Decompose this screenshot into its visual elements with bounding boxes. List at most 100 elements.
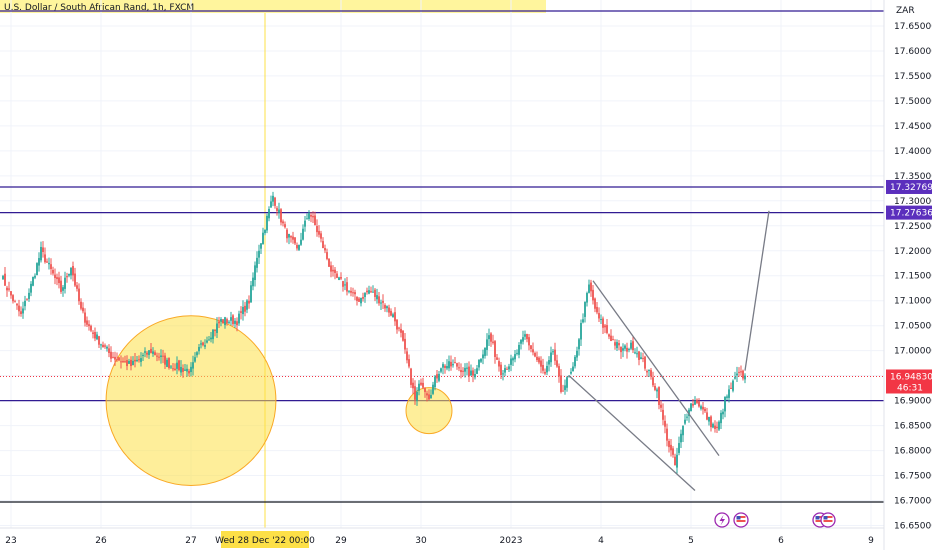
- candle-body: [290, 236, 292, 238]
- candle-body: [36, 263, 38, 276]
- candle-body: [340, 277, 342, 279]
- candle-body: [492, 341, 494, 343]
- candle-body: [728, 389, 730, 398]
- candle-body: [670, 444, 672, 451]
- candle-body: [310, 214, 312, 217]
- candle-body: [118, 357, 120, 361]
- candle-body: [332, 269, 334, 272]
- candle-body: [260, 243, 262, 249]
- candle-body: [382, 300, 384, 303]
- candle-body: [262, 232, 264, 245]
- candle-body: [396, 319, 398, 330]
- candle-body: [226, 319, 228, 324]
- candle-body: [442, 364, 444, 368]
- candle-body: [112, 356, 114, 358]
- candle-body: [172, 368, 174, 370]
- candle-body: [720, 412, 722, 424]
- candle-body: [364, 292, 366, 297]
- candle-body: [532, 349, 534, 353]
- candle-body: [210, 337, 212, 340]
- candle-body: [130, 359, 132, 367]
- candle-body: [338, 277, 340, 280]
- candle-body: [424, 388, 426, 392]
- candle-body: [162, 355, 164, 357]
- x-tick-label: 27: [185, 536, 196, 546]
- candle-body: [422, 382, 424, 388]
- candle-body: [450, 361, 452, 367]
- candle-body: [164, 355, 166, 365]
- y-tick-label: 16.80000: [894, 447, 932, 457]
- candle-body: [244, 305, 246, 312]
- candle-body: [714, 425, 716, 429]
- candle-body: [506, 368, 508, 370]
- candle-body: [242, 306, 244, 315]
- candle-body: [702, 406, 704, 410]
- candle-body: [330, 265, 332, 272]
- y-tick-label: 16.75000: [894, 472, 932, 482]
- candle-body: [678, 443, 680, 453]
- candle-body: [708, 416, 710, 422]
- level-price-tag: [886, 179, 932, 194]
- candle-body: [312, 215, 314, 218]
- candle-body: [402, 330, 404, 341]
- candle-body: [416, 391, 418, 401]
- flag-stripe: [815, 520, 825, 522]
- candle-body: [420, 382, 422, 385]
- candle-body: [200, 343, 202, 345]
- candle-body: [270, 201, 272, 208]
- trendline: [592, 280, 720, 456]
- candle-body: [418, 383, 420, 391]
- candle-body: [390, 310, 392, 316]
- candle-body: [704, 408, 706, 412]
- candle-body: [538, 357, 540, 363]
- x-tick-label: 23: [5, 536, 16, 546]
- candle-body: [536, 356, 538, 361]
- candle-body: [204, 345, 206, 347]
- candle-body: [502, 373, 504, 375]
- candle-body: [634, 352, 636, 354]
- candle-body: [6, 287, 8, 291]
- candles: [2, 191, 746, 474]
- crosshair-date-tag: [221, 531, 309, 548]
- y-tick-label: 17.65000: [894, 22, 932, 32]
- candle-body: [286, 229, 288, 239]
- candle-body: [256, 257, 258, 268]
- candle-body: [374, 289, 376, 297]
- candle-body: [378, 296, 380, 304]
- candle-body: [612, 339, 614, 341]
- candle-body: [108, 348, 110, 354]
- candle-body: [386, 306, 388, 309]
- candle-body: [252, 277, 254, 287]
- candle-body: [706, 412, 708, 420]
- candle-body: [132, 360, 134, 366]
- candle-body: [514, 354, 516, 360]
- lightning-glyph: [719, 515, 725, 526]
- candle-body: [554, 349, 556, 361]
- candle-body: [574, 356, 576, 367]
- candle-body: [20, 311, 22, 315]
- candle-body: [234, 320, 236, 324]
- flag-canton: [815, 516, 820, 520]
- candle-body: [458, 367, 460, 369]
- candle-body: [572, 366, 574, 372]
- candle-body: [62, 287, 64, 291]
- y-tick-label: 17.55000: [894, 72, 932, 82]
- candle-body: [98, 336, 100, 345]
- candle-body: [744, 375, 746, 380]
- candle-body: [56, 277, 58, 280]
- candle-body: [398, 327, 400, 329]
- candle-body: [294, 237, 296, 244]
- candle-body: [166, 359, 168, 367]
- candle-body: [476, 368, 478, 374]
- y-tick-label: 17.50000: [894, 97, 932, 107]
- y-tick-label: 17.40000: [894, 147, 932, 157]
- candle-body: [170, 366, 172, 368]
- candle-body: [630, 342, 632, 349]
- candle-body: [394, 312, 396, 322]
- candle-body: [78, 288, 80, 302]
- candle-body: [100, 344, 102, 346]
- candle-body: [558, 366, 560, 377]
- candle-body: [264, 229, 266, 234]
